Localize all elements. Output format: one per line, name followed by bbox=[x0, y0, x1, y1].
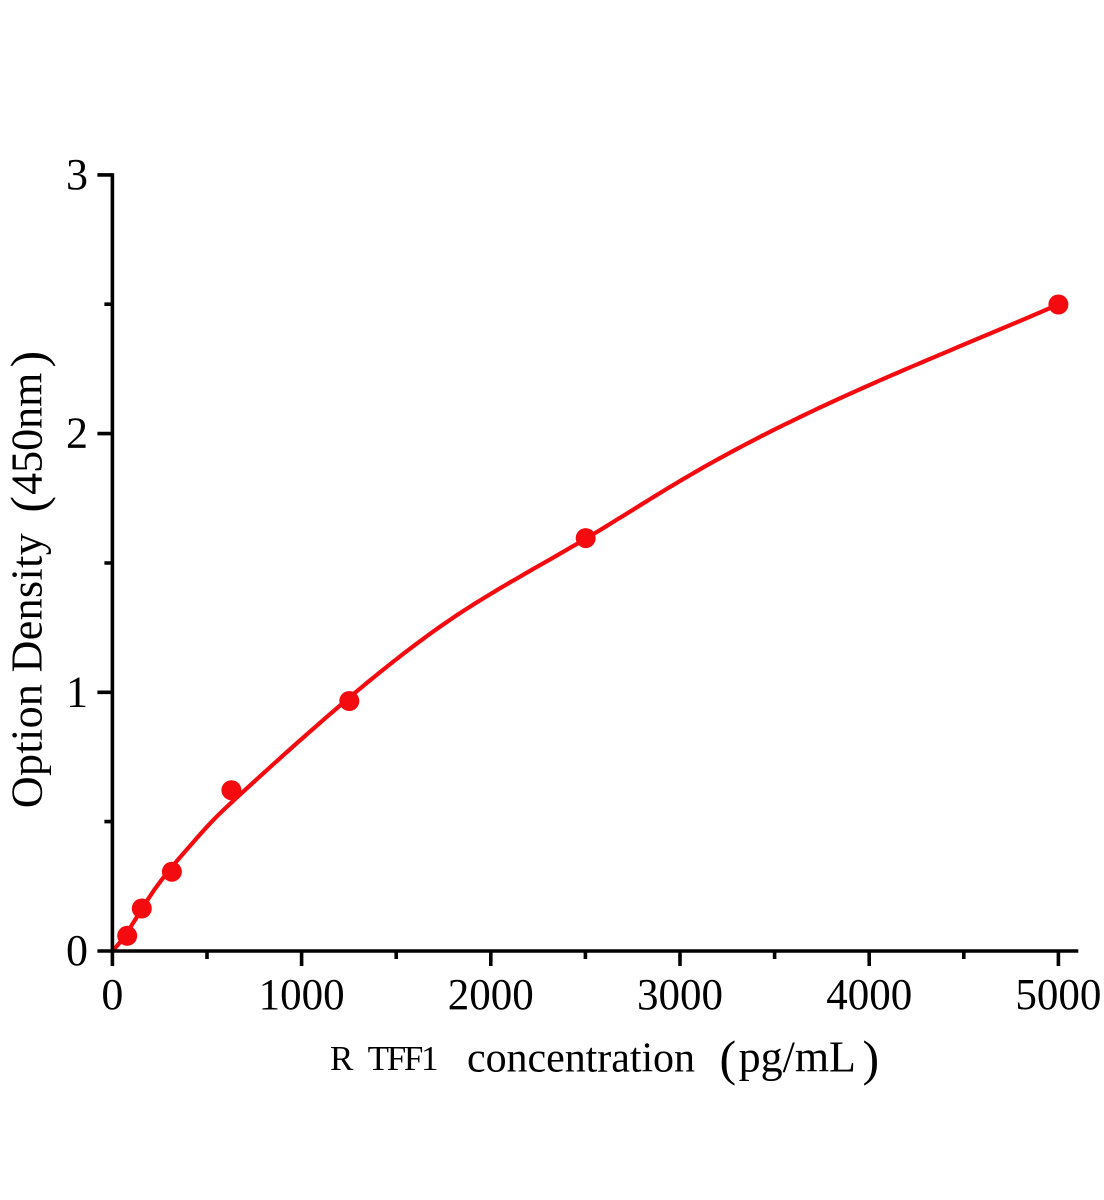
svg-text:4000: 4000 bbox=[826, 970, 912, 1019]
svg-text:3000: 3000 bbox=[637, 970, 723, 1019]
svg-text:1000: 1000 bbox=[259, 970, 345, 1019]
svg-text:0: 0 bbox=[66, 926, 88, 975]
svg-text:2000: 2000 bbox=[448, 970, 534, 1019]
svg-text:3: 3 bbox=[66, 150, 88, 199]
svg-text:5000: 5000 bbox=[1015, 970, 1101, 1019]
svg-text:1: 1 bbox=[66, 667, 88, 716]
svg-text:Option Density(450nm): Option Density(450nm) bbox=[0, 351, 56, 808]
svg-text:2: 2 bbox=[66, 409, 88, 458]
svg-text:0: 0 bbox=[101, 970, 123, 1019]
